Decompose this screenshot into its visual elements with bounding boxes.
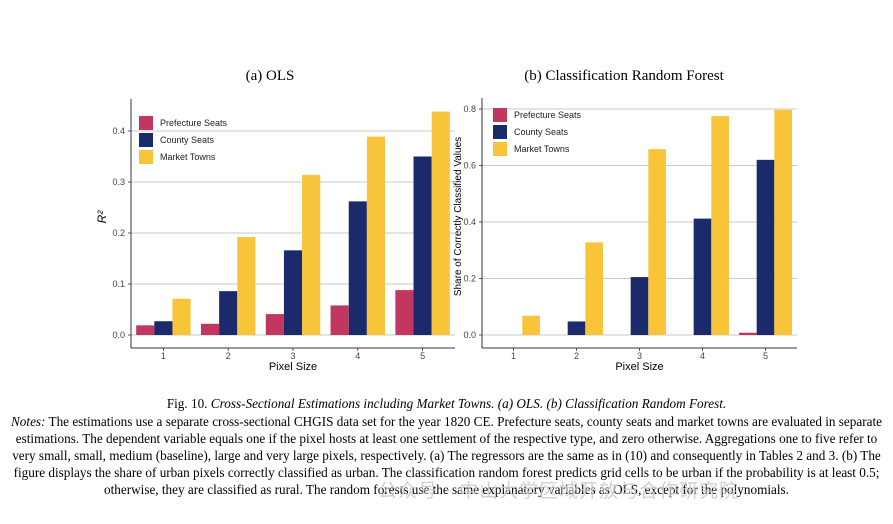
bar-market-towns [366,136,386,335]
chart-title: (a) OLS [246,68,295,84]
x-tick-label: 4 [355,351,360,361]
y-axis-label: R² [95,210,109,224]
figure-caption: Fig. 10. Cross-Sectional Estimations inc… [0,396,893,412]
bar-county-seats [693,218,712,335]
legend-label: County Seats [160,135,215,145]
x-tick-label: 5 [420,351,425,361]
chart-panel-rf: (b) Classification Random Forest 0.0 0.2 0.… [453,68,797,373]
x-tick-label: 3 [290,351,295,361]
bar-market-towns [237,237,256,335]
bar-prefecture-seats [265,314,284,335]
y-axis-label: Share of Correctly Classified Values [453,137,464,296]
y-tick-label: 0.3 [112,177,125,187]
x-tick-label: 2 [574,351,579,361]
bar-county-seats [567,321,586,335]
bar-prefecture-seats [395,290,414,335]
y-tick-label: 0.1 [112,279,125,289]
figure-charts: (a) OLS 0.0 0.1 0.2 0.3 0.4 1 2 3 4 5 Pixel Size R² P… [95,68,797,373]
bar-market-towns [711,116,729,335]
legend-swatch [493,142,507,156]
legend-swatch [493,108,507,122]
bar-county-seats [630,277,649,335]
notes-text: The estimations use a separate cross-sec… [12,414,882,497]
bar-county-seats [283,250,303,335]
legend-label: Market Towns [160,152,216,162]
bar-prefecture-seats [739,332,757,335]
bar-market-towns [585,242,603,335]
y-tick-label: 0.8 [463,104,476,114]
bar-county-seats [348,201,367,335]
bar-market-towns [302,174,321,335]
bar-market-towns [522,315,540,335]
bar-market-towns [172,298,191,335]
caption-text: Cross-Sectional Estimations including Ma… [210,396,727,411]
y-tick-label: 0.6 [463,161,476,171]
chart-title: (b) Classification Random Forest [524,68,724,84]
x-tick-label: 2 [226,351,231,361]
notes-label: Notes: [11,414,46,429]
legend-label: Prefecture Seats [160,118,228,128]
x-tick-label: 1 [511,351,516,361]
bar-prefecture-seats [136,325,155,335]
bar-market-towns [774,109,792,335]
y-tick-label: 0.4 [112,126,125,136]
legend-swatch [139,116,153,130]
legend-swatch [139,150,153,164]
bar-county-seats [413,156,432,335]
legend-label: Market Towns [514,144,570,154]
legend-swatch [139,133,153,147]
bar-prefecture-seats [330,305,349,335]
bar-market-towns [431,111,450,336]
legend-label: Prefecture Seats [514,110,582,120]
y-tick-label: 0.0 [463,330,476,340]
watermark: 公众号 · 中山大学区域开放与合作研究院 [378,480,740,502]
bar-prefecture-seats [200,323,220,335]
bar-county-seats [756,159,775,335]
x-tick-label: 5 [763,351,768,361]
bar-market-towns [648,149,666,335]
legend-label: County Seats [514,127,569,137]
figure-notes: Notes: The estimations use a separate cr… [4,413,889,498]
y-tick-label: 0.2 [112,228,125,238]
legend-swatch [493,125,507,139]
chart-panel-ols: (a) OLS 0.0 0.1 0.2 0.3 0.4 1 2 3 4 5 Pixel Size R² P… [95,68,455,373]
x-tick-label: 1 [161,351,166,361]
x-tick-label: 3 [637,351,642,361]
x-axis-label: Pixel Size [615,361,663,373]
x-tick-label: 4 [700,351,705,361]
y-tick-label: 0.2 [463,274,476,284]
y-tick-label: 0.0 [112,330,125,340]
caption-label: Fig. 10. [166,396,208,411]
y-tick-label: 0.4 [463,217,476,227]
x-axis-label: Pixel Size [269,361,317,373]
bar-county-seats [154,321,173,335]
bar-county-seats [219,291,238,335]
